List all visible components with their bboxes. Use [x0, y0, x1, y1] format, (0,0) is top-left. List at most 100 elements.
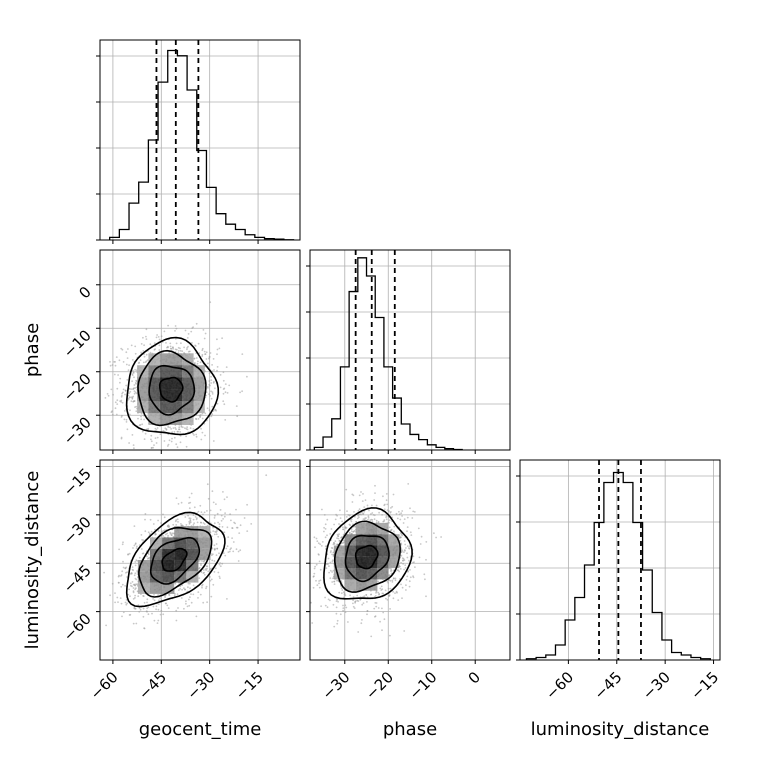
scatter-phase-vs-luminosity-distance-panel: −30 −20 −10 0	[306, 459, 511, 703]
scatter-point	[135, 383, 138, 385]
scatter-point	[409, 569, 411, 571]
scatter-point	[344, 526, 347, 529]
scatter-point	[204, 434, 206, 437]
scatter-point	[146, 598, 149, 601]
hist-luminosity-distance-panel: −60 −45 −30 −15	[516, 459, 722, 703]
scatter-point	[319, 568, 322, 571]
scatter-point	[391, 579, 394, 582]
scatter-point	[175, 443, 178, 446]
x-tick-label: −60	[542, 668, 577, 703]
scatter-point	[209, 301, 212, 304]
density-cell	[159, 353, 171, 366]
scatter-point	[144, 518, 146, 521]
scatter-point	[164, 596, 167, 598]
scatter-point	[351, 501, 354, 503]
scatter-point	[162, 613, 165, 616]
scatter-point	[185, 435, 188, 438]
scatter-point	[145, 610, 148, 612]
scatter-point	[195, 518, 198, 521]
scatter-point	[349, 524, 352, 527]
scatter-point	[129, 613, 132, 616]
contour-line	[137, 349, 207, 427]
scatter-point	[333, 625, 336, 628]
scatter-point	[145, 338, 148, 340]
scatter-point	[231, 537, 234, 539]
density-cell	[388, 556, 400, 569]
scatter-point	[318, 580, 320, 582]
x-tick-label: −45	[590, 668, 625, 703]
scatter-point	[334, 540, 337, 542]
scatter-point	[157, 619, 160, 622]
scatter-point	[317, 553, 320, 555]
scatter-point	[121, 401, 124, 404]
scatter-point	[124, 601, 127, 604]
scatter-point	[230, 519, 232, 522]
scatter-point	[321, 541, 324, 543]
scatter-point	[142, 336, 144, 339]
scatter-point	[153, 594, 155, 596]
scatter-point	[132, 400, 135, 403]
scatter-point	[119, 400, 121, 402]
scatter-point	[356, 594, 359, 597]
scatter-point	[321, 508, 323, 511]
scatter-point	[360, 622, 363, 625]
scatter-point	[326, 518, 329, 521]
scatter-point	[211, 559, 214, 562]
scatter-point	[197, 360, 199, 363]
scatter-point	[164, 427, 167, 430]
x-axis-label-phase: phase	[383, 719, 437, 740]
scatter-point	[144, 361, 147, 363]
scatter-point	[349, 594, 351, 597]
scatter-point	[131, 373, 134, 375]
scatter-point	[131, 359, 134, 361]
scatter-point	[156, 427, 159, 429]
scatter-point	[140, 415, 142, 418]
scatter-point	[225, 366, 228, 368]
scatter-point	[409, 507, 411, 510]
scatter-point	[377, 591, 380, 594]
scatter-point	[385, 493, 388, 495]
scatter-point	[212, 526, 215, 529]
scatter-point	[401, 515, 403, 517]
density-cell	[355, 522, 367, 535]
scatter-point	[190, 593, 192, 595]
scatter-point	[122, 391, 124, 394]
scatter-point	[374, 602, 377, 604]
scatter-point	[121, 583, 124, 586]
scatter-point	[318, 586, 321, 589]
scatter-point	[132, 591, 135, 594]
scatter-point	[189, 427, 192, 429]
scatter-point	[153, 349, 156, 351]
scatter-point	[216, 547, 219, 550]
density-cell	[355, 534, 367, 546]
scatter-point	[374, 615, 377, 618]
scatter-point	[219, 577, 221, 579]
scatter-point	[132, 369, 134, 372]
scatter-point	[235, 508, 237, 511]
scatter-point	[142, 361, 145, 364]
scatter-point	[137, 362, 140, 364]
scatter-point	[130, 572, 133, 574]
grid	[520, 460, 720, 660]
scatter-point	[159, 597, 162, 600]
scatter-point	[192, 326, 195, 329]
scatter-point	[210, 595, 213, 598]
scatter-point	[177, 346, 180, 349]
scatter-point	[145, 353, 148, 356]
scatter-point	[420, 535, 423, 538]
scatter-point	[177, 350, 180, 352]
scatter-point	[200, 564, 202, 566]
scatter-point	[111, 413, 114, 416]
scatter-point	[198, 566, 201, 569]
scatter-point	[338, 533, 340, 536]
scatter-point	[219, 386, 222, 389]
contour-line	[138, 526, 213, 598]
scatter-point	[378, 511, 380, 514]
scatter-point	[210, 375, 213, 378]
scatter-point	[118, 359, 121, 362]
scatter-point	[222, 491, 224, 493]
scatter-point	[133, 447, 135, 450]
scatter-point	[222, 392, 225, 395]
scatter-point	[408, 559, 410, 562]
